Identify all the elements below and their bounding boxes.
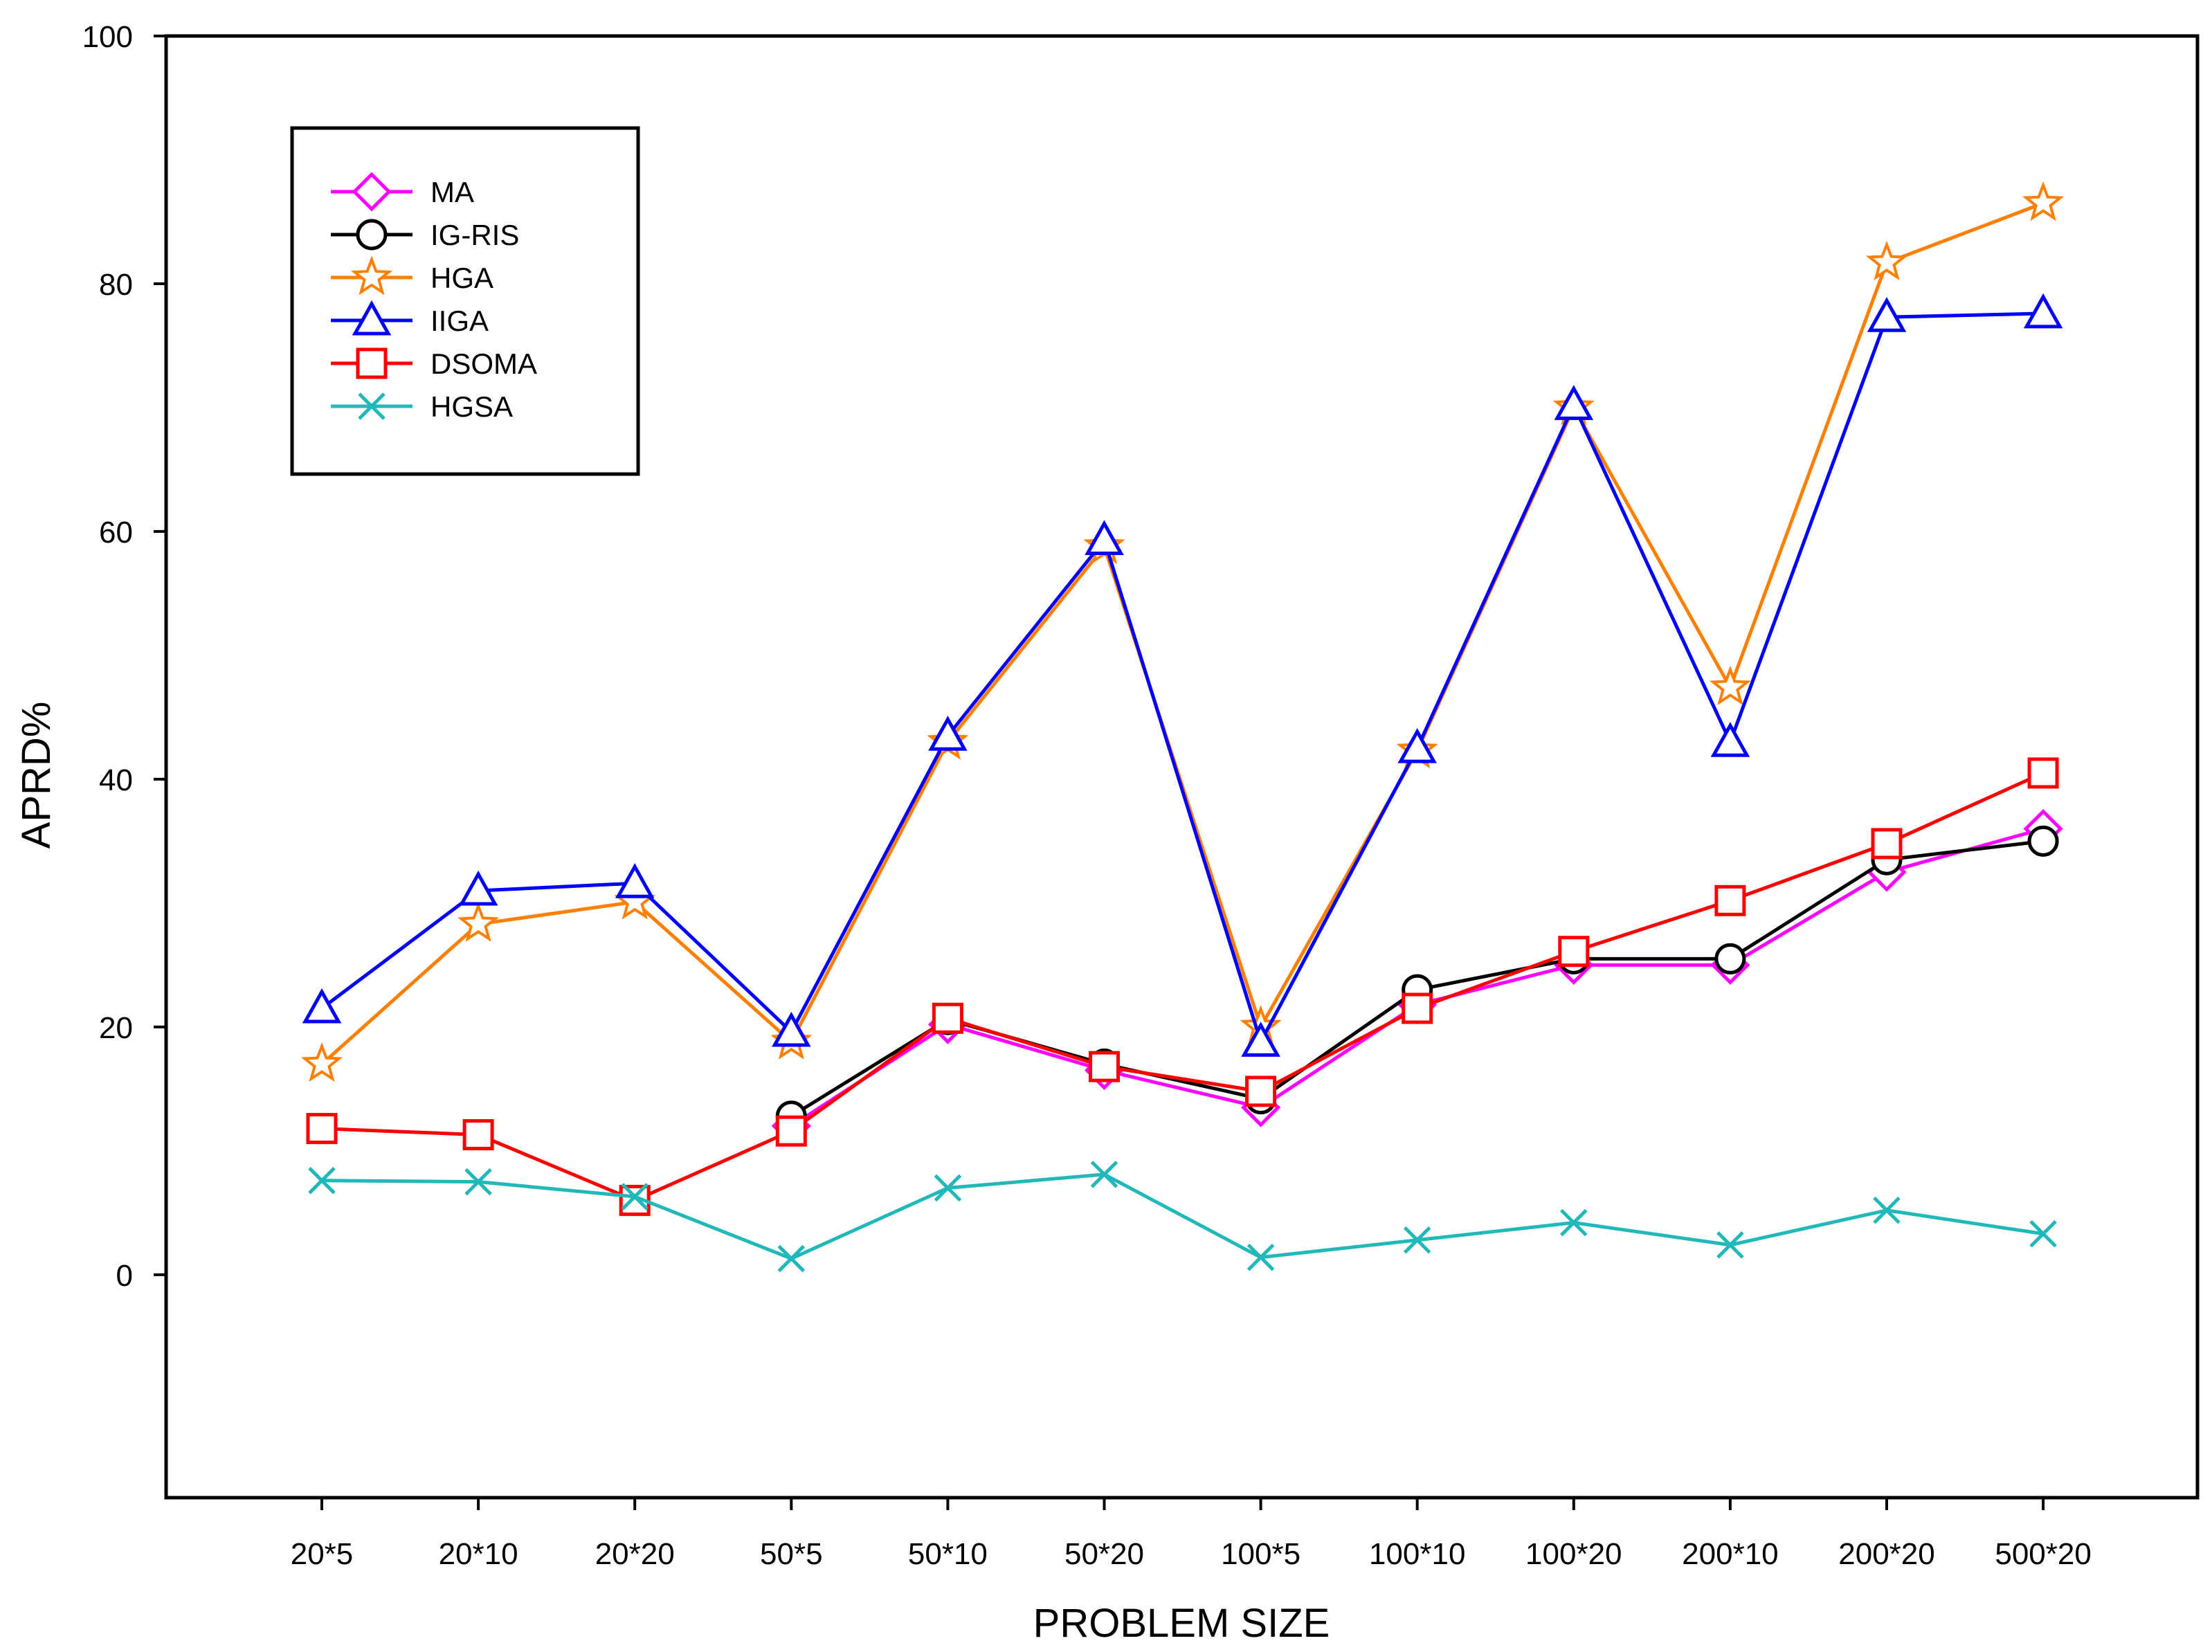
legend-marker bbox=[352, 300, 392, 336]
data-point-dsoma bbox=[775, 1115, 807, 1147]
legend-label: MA bbox=[430, 176, 474, 208]
y-tick-label: 40 bbox=[99, 763, 133, 797]
legend-item-ma: MA bbox=[331, 172, 474, 212]
data-point-iiga bbox=[772, 1011, 811, 1047]
x-tick-label: 200*10 bbox=[1682, 1537, 1778, 1571]
series-line-iiga bbox=[320, 311, 2044, 1044]
y-tick-label: 100 bbox=[82, 20, 133, 54]
x-tick-label: 100*10 bbox=[1369, 1537, 1465, 1571]
series-layer bbox=[300, 181, 2065, 1273]
series-hgsa bbox=[308, 1161, 2057, 1273]
x-tick-label: 50*5 bbox=[760, 1537, 823, 1571]
data-point-hgsa bbox=[934, 1174, 962, 1202]
data-point-hga bbox=[1865, 240, 1908, 281]
legend-marker bbox=[356, 347, 388, 379]
series-line-hgsa bbox=[321, 1172, 2044, 1261]
data-point-hga bbox=[1709, 665, 1751, 706]
data-point-iiga bbox=[615, 863, 655, 898]
data-point-ig-ris bbox=[2027, 825, 2059, 857]
legend-item-ig-ris: IG-RIS bbox=[331, 219, 519, 251]
y-tick-label: 0 bbox=[116, 1259, 133, 1293]
data-point-hgsa bbox=[1090, 1161, 1118, 1188]
data-point-hgsa bbox=[1246, 1244, 1275, 1271]
series-iiga bbox=[302, 293, 2063, 1057]
data-point-hgsa bbox=[1716, 1231, 1744, 1259]
data-point-iiga bbox=[2023, 293, 2063, 329]
data-point-dsoma bbox=[1402, 992, 1433, 1024]
x-tick-label: 50*20 bbox=[1064, 1537, 1144, 1571]
data-point-hgsa bbox=[464, 1168, 492, 1196]
y-axis: 0 20 40 60 80 100 bbox=[82, 20, 166, 1293]
series-ig-ris bbox=[775, 825, 2059, 1132]
data-point-iiga bbox=[1397, 728, 1437, 763]
legend-marker bbox=[350, 255, 393, 296]
data-point-hgsa bbox=[2029, 1220, 2057, 1248]
data-point-dsoma bbox=[1245, 1075, 1277, 1107]
x-tick-label: 100*20 bbox=[1525, 1537, 1622, 1571]
data-point-hgsa bbox=[621, 1183, 649, 1210]
legend: MA IG-RIS HGA IIGA DSOMA HGSA bbox=[290, 126, 640, 476]
y-tick-label: 20 bbox=[99, 1011, 133, 1045]
data-point-iiga bbox=[1554, 385, 1594, 420]
data-point-dsoma bbox=[306, 1113, 338, 1145]
legend-label: DSOMA bbox=[430, 347, 537, 380]
y-tick-label: 80 bbox=[99, 268, 133, 302]
legend-marker bbox=[356, 219, 388, 251]
data-point-hga bbox=[2022, 181, 2065, 221]
data-point-hga bbox=[457, 902, 500, 942]
legend-marker bbox=[358, 392, 386, 420]
data-point-hgsa bbox=[1560, 1208, 1588, 1237]
data-point-iiga bbox=[302, 988, 342, 1024]
legend-item-iiga: IIGA bbox=[331, 300, 489, 337]
legend-item-dsoma: DSOMA bbox=[331, 347, 537, 380]
x-axis-label: PROBLEM SIZE bbox=[1033, 1601, 1330, 1646]
legend-label: IIGA bbox=[430, 305, 489, 337]
data-point-iiga bbox=[928, 716, 968, 751]
data-point-hgsa bbox=[308, 1167, 336, 1195]
x-tick-label: 500*20 bbox=[1995, 1537, 2091, 1571]
legend-label: IG-RIS bbox=[430, 219, 519, 251]
legend-item-hgsa: HGSA bbox=[331, 390, 513, 423]
data-point-iiga bbox=[1085, 520, 1124, 555]
data-point-dsoma bbox=[1871, 828, 1903, 860]
legend-box bbox=[290, 126, 640, 476]
x-axis: 20*5 20*10 20*20 50*5 50*10 50*20 100*5 100*10 1… bbox=[291, 1498, 2092, 1571]
x-tick-label: 20*20 bbox=[595, 1537, 675, 1571]
x-tick-label: 50*10 bbox=[908, 1537, 988, 1571]
data-point-dsoma bbox=[1558, 936, 1590, 968]
series-line-dsoma bbox=[321, 771, 2045, 1202]
data-point-ig-ris bbox=[1714, 943, 1746, 974]
data-point-dsoma bbox=[2027, 757, 2059, 789]
data-point-dsoma bbox=[932, 1002, 963, 1034]
data-point-iiga bbox=[1241, 1022, 1280, 1057]
plot-frame bbox=[164, 34, 2200, 1500]
data-point-iiga bbox=[1710, 722, 1750, 757]
data-point-hga bbox=[300, 1042, 343, 1082]
data-point-dsoma bbox=[462, 1119, 494, 1151]
legend-label: HGA bbox=[430, 262, 493, 294]
x-tick-label: 100*5 bbox=[1221, 1537, 1300, 1571]
series-dsoma bbox=[306, 757, 2059, 1216]
data-point-dsoma bbox=[1089, 1051, 1120, 1082]
legend-item-hga: HGA bbox=[331, 255, 493, 296]
data-point-iiga bbox=[458, 870, 498, 906]
y-tick-label: 60 bbox=[99, 516, 133, 550]
data-point-hgsa bbox=[1403, 1226, 1431, 1254]
data-point-iiga bbox=[1867, 297, 1907, 332]
x-tick-label: 20*5 bbox=[291, 1537, 354, 1571]
legend-label: HGSA bbox=[430, 390, 513, 423]
x-tick-label: 20*10 bbox=[439, 1537, 518, 1571]
legend-marker bbox=[352, 172, 392, 212]
data-point-hgsa bbox=[1873, 1196, 1901, 1224]
data-point-dsoma bbox=[1714, 884, 1746, 916]
y-axis-label: APRD% bbox=[14, 702, 59, 849]
data-point-hgsa bbox=[777, 1244, 806, 1273]
x-tick-label: 200*20 bbox=[1838, 1537, 1934, 1571]
